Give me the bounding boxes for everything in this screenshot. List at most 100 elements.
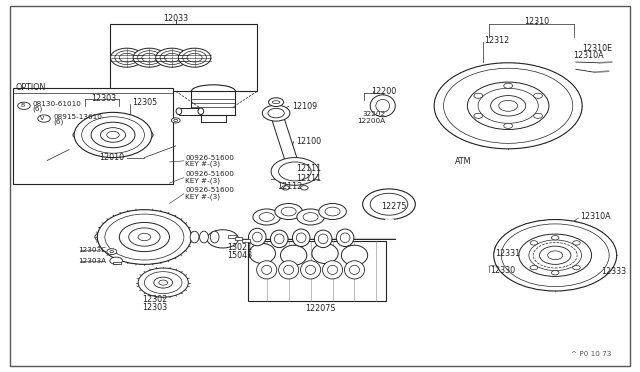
Ellipse shape — [344, 261, 365, 279]
Ellipse shape — [249, 243, 275, 263]
Bar — [179, 108, 201, 115]
Circle shape — [160, 51, 184, 65]
Text: 12275: 12275 — [381, 202, 407, 211]
Circle shape — [138, 268, 188, 297]
Text: 12303: 12303 — [143, 302, 168, 311]
Text: 12100: 12100 — [296, 137, 321, 146]
Circle shape — [179, 48, 211, 67]
Circle shape — [119, 53, 134, 62]
Circle shape — [207, 230, 239, 248]
Ellipse shape — [278, 261, 299, 279]
Circle shape — [493, 219, 617, 291]
Text: 12111: 12111 — [296, 174, 321, 183]
Circle shape — [91, 122, 135, 148]
Circle shape — [297, 209, 324, 225]
Text: 12331: 12331 — [495, 248, 521, 257]
Text: 12310A: 12310A — [573, 51, 604, 60]
Circle shape — [504, 83, 513, 88]
Circle shape — [474, 93, 483, 98]
Text: KEY #-(3): KEY #-(3) — [185, 161, 220, 167]
Text: 12305: 12305 — [132, 98, 157, 108]
Text: 12310A: 12310A — [580, 212, 611, 221]
Circle shape — [115, 51, 139, 65]
Ellipse shape — [248, 228, 266, 246]
Text: 12112: 12112 — [277, 182, 303, 191]
Circle shape — [97, 210, 191, 264]
Circle shape — [269, 98, 284, 106]
Circle shape — [301, 186, 308, 190]
Text: (6): (6) — [33, 106, 43, 112]
Circle shape — [154, 277, 173, 288]
Text: 00926-51600: 00926-51600 — [185, 154, 234, 161]
Text: 15043: 15043 — [227, 251, 252, 260]
Circle shape — [491, 96, 525, 116]
Circle shape — [573, 266, 580, 270]
Ellipse shape — [257, 261, 276, 279]
Circle shape — [467, 82, 549, 129]
Circle shape — [133, 48, 166, 67]
Bar — [110, 24, 257, 91]
Circle shape — [262, 105, 290, 121]
Text: 12303C: 12303C — [79, 247, 107, 253]
Text: 00926-51600: 00926-51600 — [185, 171, 234, 177]
Circle shape — [534, 113, 543, 118]
Ellipse shape — [211, 231, 219, 243]
Circle shape — [319, 203, 346, 219]
Ellipse shape — [336, 229, 354, 247]
Ellipse shape — [176, 108, 182, 115]
Text: KEY #-(3): KEY #-(3) — [185, 194, 220, 200]
Text: 12200: 12200 — [371, 87, 397, 96]
Circle shape — [74, 112, 152, 158]
Text: 12312: 12312 — [484, 36, 509, 45]
Circle shape — [119, 222, 170, 251]
Circle shape — [275, 203, 303, 219]
Circle shape — [253, 209, 280, 225]
Circle shape — [519, 234, 591, 276]
Text: KEY #-(3): KEY #-(3) — [185, 178, 220, 184]
Circle shape — [534, 93, 543, 98]
Circle shape — [434, 63, 582, 149]
Text: 13021: 13021 — [227, 244, 252, 253]
Circle shape — [142, 53, 157, 62]
Circle shape — [363, 189, 415, 219]
Text: 12200A: 12200A — [358, 118, 386, 124]
Text: 12303A: 12303A — [79, 259, 107, 264]
Ellipse shape — [200, 231, 209, 243]
Circle shape — [530, 266, 538, 270]
Circle shape — [172, 118, 180, 123]
Circle shape — [156, 48, 188, 67]
Circle shape — [552, 235, 559, 240]
Ellipse shape — [314, 230, 332, 248]
Ellipse shape — [301, 261, 321, 279]
Ellipse shape — [190, 231, 199, 243]
Circle shape — [110, 257, 122, 264]
Text: 08915-13610: 08915-13610 — [54, 114, 102, 120]
Circle shape — [164, 53, 179, 62]
Text: B: B — [20, 103, 24, 108]
Text: 12109: 12109 — [292, 102, 317, 111]
Text: 12333: 12333 — [601, 267, 626, 276]
Bar — [235, 237, 242, 240]
Text: 12310E: 12310E — [582, 44, 612, 53]
Circle shape — [138, 51, 161, 65]
Bar — [228, 235, 236, 238]
Circle shape — [182, 51, 207, 65]
Circle shape — [552, 270, 559, 275]
Bar — [13, 87, 173, 184]
Ellipse shape — [271, 230, 288, 248]
Circle shape — [271, 158, 319, 185]
Text: ATM: ATM — [455, 157, 471, 166]
Ellipse shape — [292, 229, 310, 247]
Text: OPTION: OPTION — [16, 83, 46, 92]
Circle shape — [107, 249, 116, 254]
Ellipse shape — [198, 108, 204, 115]
Ellipse shape — [341, 245, 367, 265]
Ellipse shape — [370, 95, 396, 117]
Ellipse shape — [280, 245, 307, 265]
Circle shape — [504, 123, 513, 128]
Circle shape — [282, 186, 289, 190]
Text: 12111: 12111 — [296, 164, 321, 173]
Bar — [242, 239, 250, 242]
Ellipse shape — [323, 261, 342, 279]
Circle shape — [474, 113, 483, 118]
